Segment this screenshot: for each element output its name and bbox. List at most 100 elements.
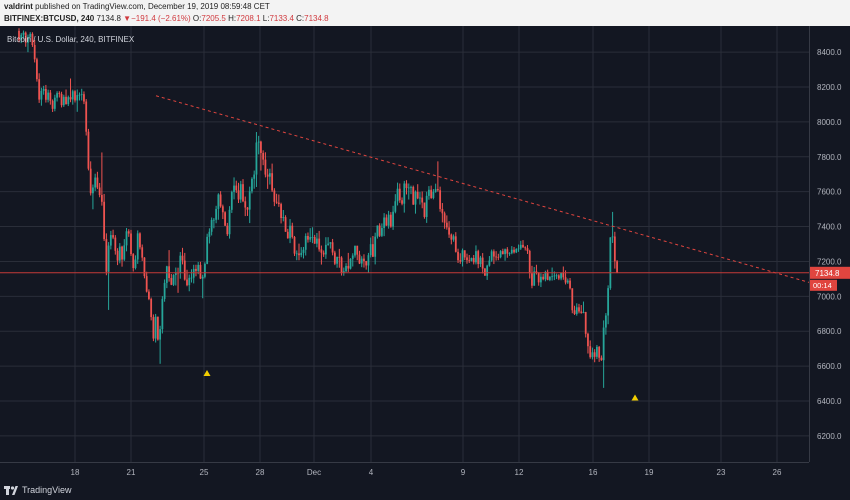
candle-body xyxy=(338,256,341,258)
candle-body xyxy=(152,317,155,339)
candle-body xyxy=(486,265,489,276)
candle-body xyxy=(513,249,515,253)
candle-body xyxy=(273,190,276,202)
candle-body xyxy=(524,247,527,249)
candle-body xyxy=(248,191,251,210)
candle-body xyxy=(320,249,323,253)
y-tick-label: 6600.0 xyxy=(817,362,842,371)
candle-body xyxy=(92,187,94,194)
candle-body xyxy=(342,271,345,273)
candle-body xyxy=(275,201,278,203)
candle-body xyxy=(280,204,282,219)
candle-body xyxy=(197,264,200,271)
candle-body xyxy=(481,257,484,269)
candle-body xyxy=(582,312,585,313)
candle-body xyxy=(289,225,291,239)
candle-body xyxy=(53,97,56,109)
candle-body xyxy=(293,237,296,254)
candle-body xyxy=(537,272,540,283)
candle-body xyxy=(425,195,428,217)
price-change: ▼−191.4 (−2.61%) xyxy=(123,14,191,23)
candle-body xyxy=(389,214,392,227)
candle-body xyxy=(423,202,426,217)
candle-body xyxy=(195,268,197,271)
candle-body xyxy=(206,236,209,264)
low-label: L: xyxy=(262,14,270,23)
candle-body xyxy=(141,247,144,258)
x-tick-label: 23 xyxy=(717,468,726,477)
candle-body xyxy=(49,92,52,101)
tradingview-logo[interactable]: TradingView xyxy=(4,484,72,496)
candle-body xyxy=(544,271,547,280)
candle-body xyxy=(517,248,520,250)
candle-body xyxy=(60,94,63,106)
candle-body xyxy=(562,272,565,278)
y-tick-label: 7000.0 xyxy=(817,292,842,301)
candle-body xyxy=(62,96,65,106)
candle-body xyxy=(107,245,110,272)
price-chart[interactable]: 6200.0 6400.0 6600.0 6800.0 7000.0 7200.0 7400… xyxy=(0,26,850,482)
symbol-line: BITFINEX:BTCUSD, 240 7134.8 ▼−191.4 (−2.… xyxy=(4,14,329,23)
candle-body xyxy=(367,255,370,266)
candle-body xyxy=(246,207,249,210)
candle-body xyxy=(490,251,493,261)
candle-body xyxy=(445,222,448,228)
y-tick-label: 7200.0 xyxy=(817,257,842,266)
candle-body xyxy=(132,254,135,269)
candle-body xyxy=(143,257,146,277)
candle-body xyxy=(114,237,117,251)
candle-body xyxy=(127,231,130,234)
open-label: O: xyxy=(192,14,202,23)
candle-body xyxy=(159,329,162,340)
publication-header: valdrint published on TradingView.com, D… xyxy=(0,0,850,26)
candle-body xyxy=(405,183,408,189)
candle-body xyxy=(535,271,538,273)
candle-body xyxy=(421,197,424,203)
candle-body xyxy=(414,191,417,205)
publisher-name[interactable]: valdrint xyxy=(4,2,33,11)
candle-body xyxy=(360,258,363,264)
candle-body xyxy=(479,257,482,265)
candle-body xyxy=(235,185,238,191)
candle-body xyxy=(372,244,374,257)
candle-body xyxy=(224,212,226,226)
candle-body xyxy=(83,94,85,102)
candle-body xyxy=(387,214,390,226)
candle-body xyxy=(212,219,215,221)
candle-body xyxy=(139,233,141,248)
candle-body xyxy=(365,261,368,266)
x-tick-label: 25 xyxy=(200,468,209,477)
candle-body xyxy=(271,173,274,191)
candle-body xyxy=(358,254,361,264)
candle-body xyxy=(557,275,560,279)
x-tick-label: Dec xyxy=(307,468,321,477)
candle-body xyxy=(69,97,72,100)
candle-body xyxy=(470,257,473,261)
candle-body xyxy=(522,244,524,248)
candle-body xyxy=(201,276,204,279)
candle-body xyxy=(219,194,222,207)
candle-body xyxy=(407,187,410,189)
candle-body xyxy=(148,291,150,299)
candle-body xyxy=(94,177,97,188)
candle-body xyxy=(454,236,457,252)
last-price: 7134.8 xyxy=(96,14,121,23)
candle-body xyxy=(452,236,455,240)
trendline xyxy=(155,95,810,283)
candle-body xyxy=(468,260,471,262)
candle-body xyxy=(566,280,569,283)
candle-body xyxy=(412,186,415,205)
candle-body xyxy=(20,34,23,40)
candle-body xyxy=(457,251,459,261)
candle-body xyxy=(528,250,531,274)
y-tick-label: 7600.0 xyxy=(817,188,842,197)
candle-body xyxy=(80,94,83,95)
candle-body xyxy=(374,236,377,257)
candle-body xyxy=(266,174,269,177)
candle-body xyxy=(331,242,334,253)
candle-body xyxy=(204,263,206,277)
symbol-name: BITFINEX:BTCUSD, 240 xyxy=(4,14,95,23)
candle-body xyxy=(436,189,439,191)
x-tick-label: 19 xyxy=(645,468,654,477)
candle-body xyxy=(463,250,466,258)
